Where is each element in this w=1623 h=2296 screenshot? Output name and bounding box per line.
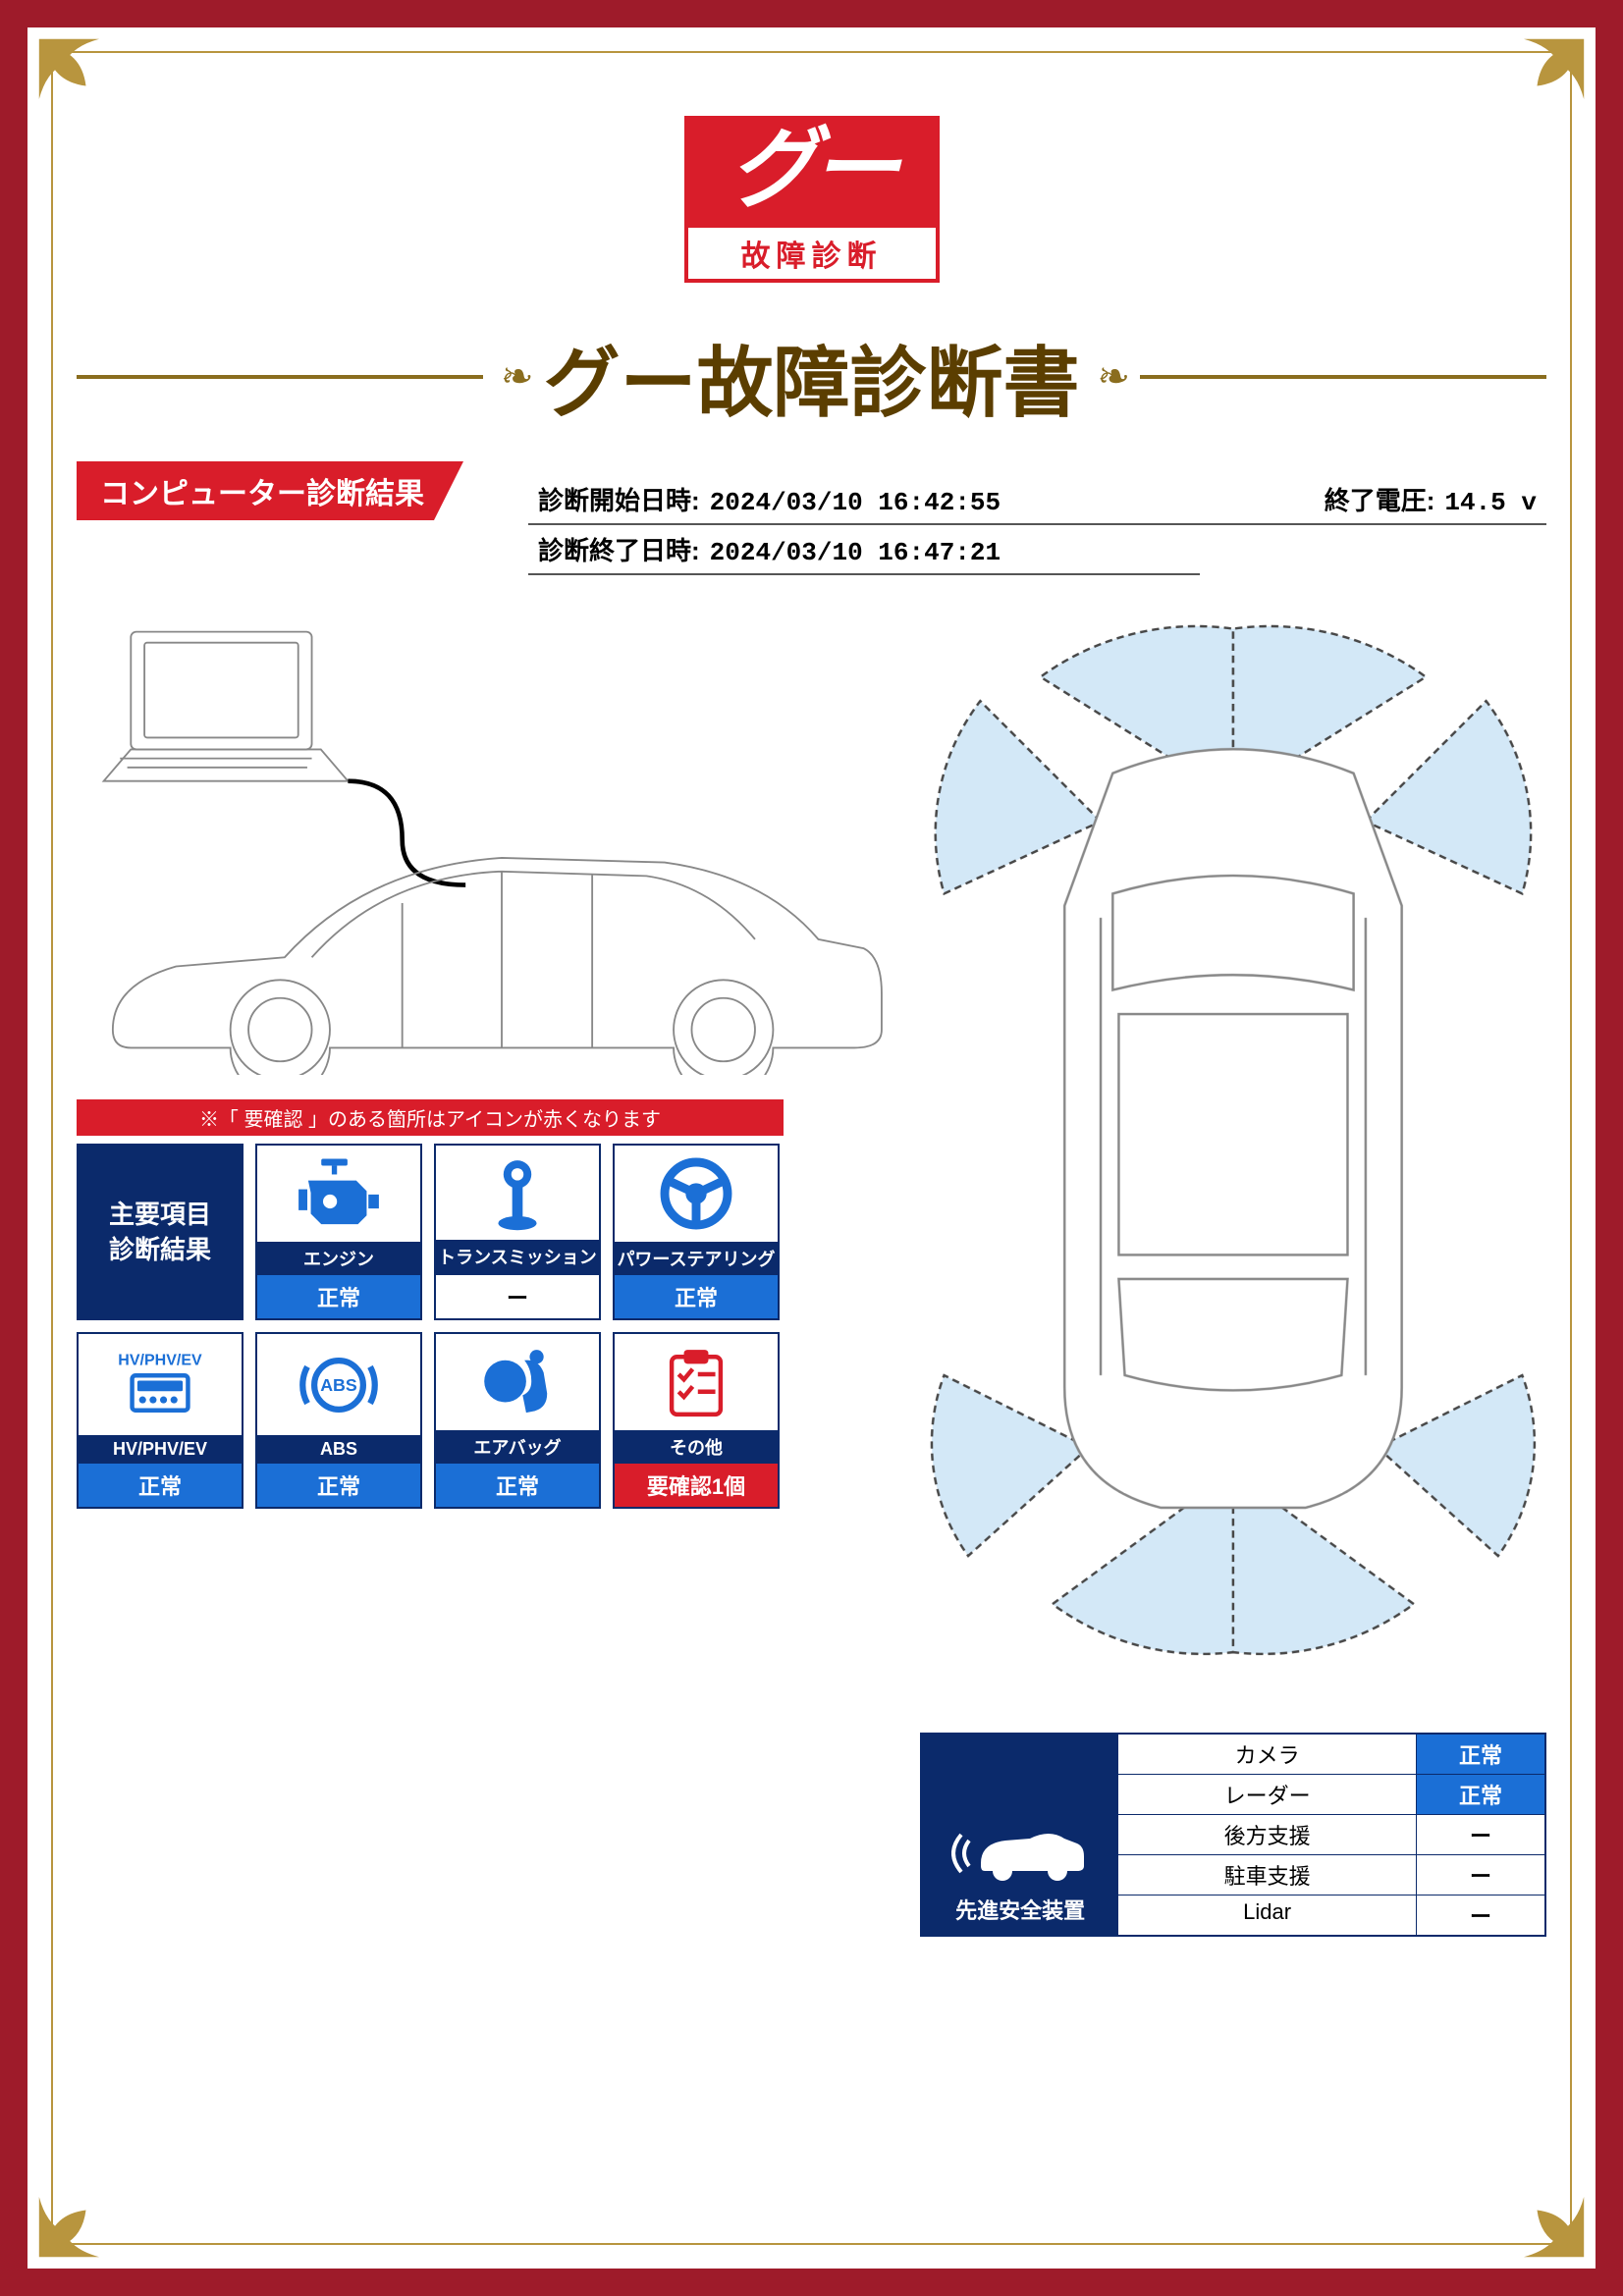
- results-title: 主要項目診断結果: [79, 1146, 242, 1318]
- flourish-left-icon: ❧: [501, 354, 526, 400]
- safety-row: 後方支援ー: [1118, 1815, 1544, 1855]
- end-voltage-value: 14.5 v: [1444, 488, 1537, 517]
- car-sensor-icon: [951, 1809, 1089, 1888]
- page: グー 故障診断 ❧ グー故障診断書 ❧ コンピューター診断結果 診断開始日時: …: [27, 27, 1596, 2269]
- logo: グー 故障診断: [77, 116, 1546, 283]
- end-time-label: 診断終了日時:: [538, 531, 700, 567]
- end-time-value: 2024/03/10 16:47:21: [710, 538, 1001, 567]
- hvev-icon: HV/PHV/EV: [79, 1334, 242, 1435]
- safety-item-name: 後方支援: [1118, 1815, 1417, 1854]
- result-status: 正常: [79, 1464, 242, 1507]
- car-top-diagram: 先進安全装置 カメラ正常レーダー正常後方支援ー駐車支援ーLidarー: [920, 605, 1546, 1937]
- start-time-label: 診断開始日時:: [538, 481, 700, 517]
- engine-icon: [257, 1146, 420, 1242]
- svg-text:HV/PHV/EV: HV/PHV/EV: [118, 1352, 202, 1368]
- result-status: ー: [436, 1273, 599, 1318]
- result-name: パワーステアリング: [615, 1242, 778, 1275]
- start-time-value: 2024/03/10 16:42:55: [710, 488, 1001, 517]
- safety-equipment-table: 先進安全装置 カメラ正常レーダー正常後方支援ー駐車支援ーLidarー: [920, 1733, 1546, 1937]
- safety-item-status: 正常: [1417, 1735, 1544, 1774]
- car-side-diagram: ※「 要確認 」のある箇所はアイコンが赤くなります 主要項目診断結果エンジン正常…: [77, 605, 891, 1937]
- result-name: ABS: [257, 1435, 420, 1464]
- outer-frame: グー 故障診断 ❧ グー故障診断書 ❧ コンピューター診断結果 診断開始日時: …: [0, 0, 1623, 2296]
- safety-row: カメラ正常: [1118, 1735, 1544, 1775]
- document-title: グー故障診断書: [544, 322, 1080, 432]
- title-row: ❧ グー故障診断書 ❧: [77, 322, 1546, 432]
- result-name: その他: [615, 1430, 778, 1464]
- safety-item-name: Lidar: [1118, 1896, 1417, 1935]
- result-cell-abs: ABSABS正常: [255, 1332, 422, 1509]
- results-note: ※「 要確認 」のある箇所はアイコンが赤くなります: [77, 1099, 784, 1136]
- airbag-icon: [436, 1334, 599, 1430]
- results-title-cell: 主要項目診断結果: [77, 1144, 243, 1320]
- safety-label: 先進安全装置: [955, 1894, 1085, 1925]
- result-cell-hvev: HV/PHV/EVHV/PHV/EV正常: [77, 1332, 243, 1509]
- result-cell-airbag: エアバッグ正常: [434, 1332, 601, 1509]
- corner-ornament-icon: [1497, 2170, 1586, 2259]
- end-voltage-label: 終了電圧:: [1325, 481, 1435, 517]
- result-name: HV/PHV/EV: [79, 1435, 242, 1464]
- result-name: エンジン: [257, 1242, 420, 1275]
- safety-row: レーダー正常: [1118, 1775, 1544, 1815]
- results-block: ※「 要確認 」のある箇所はアイコンが赤くなります 主要項目診断結果エンジン正常…: [77, 1099, 891, 1509]
- result-status: 正常: [615, 1275, 778, 1318]
- result-cell-engine: エンジン正常: [255, 1144, 422, 1320]
- result-status: 要確認1個: [615, 1464, 778, 1507]
- safety-item-status: ー: [1417, 1855, 1544, 1895]
- safety-item-status: 正常: [1417, 1775, 1544, 1814]
- logo-bottom-text: 故障診断: [688, 228, 936, 279]
- result-status: 正常: [257, 1275, 420, 1318]
- result-status: 正常: [436, 1464, 599, 1507]
- safety-item-name: 駐車支援: [1118, 1855, 1417, 1895]
- corner-ornament-icon: [1497, 37, 1586, 126]
- abs-icon: ABS: [257, 1334, 420, 1435]
- safety-item-status: ー: [1417, 1815, 1544, 1854]
- safety-item-name: レーダー: [1118, 1775, 1417, 1814]
- safety-item-name: カメラ: [1118, 1735, 1417, 1774]
- logo-top-text: グー: [688, 120, 936, 228]
- result-cell-other: その他要確認1個: [613, 1332, 780, 1509]
- result-name: トランスミッション: [436, 1240, 599, 1273]
- safety-row: 駐車支援ー: [1118, 1855, 1544, 1896]
- steering-icon: [615, 1146, 778, 1242]
- corner-ornament-icon: [37, 37, 126, 126]
- flourish-right-icon: ❧: [1098, 354, 1123, 400]
- result-cell-transmission: トランスミッションー: [434, 1144, 601, 1320]
- result-name: エアバッグ: [436, 1430, 599, 1464]
- corner-ornament-icon: [37, 2170, 126, 2259]
- safety-row: Lidarー: [1118, 1896, 1544, 1935]
- section-banner: コンピューター診断結果: [77, 461, 463, 520]
- result-cell-steering: パワーステアリング正常: [613, 1144, 780, 1320]
- svg-text:ABS: ABS: [320, 1375, 357, 1395]
- result-status: 正常: [257, 1464, 420, 1507]
- transmission-icon: [436, 1146, 599, 1240]
- other-icon: [615, 1334, 778, 1430]
- safety-item-status: ー: [1417, 1896, 1544, 1935]
